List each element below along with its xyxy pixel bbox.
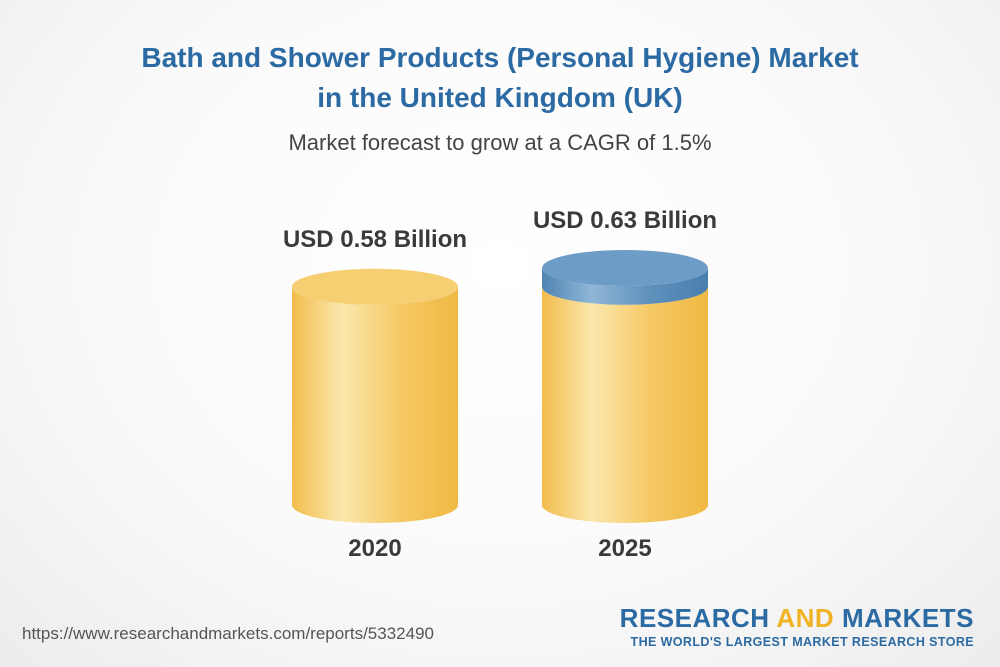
brand-name: RESEARCH AND MARKETS [620, 604, 974, 632]
brand-logo: RESEARCH AND MARKETS THE WORLD'S LARGEST… [620, 604, 974, 649]
cylinder-2020: USD 0.58 Billion 2020 [283, 226, 467, 562]
brand-word-markets: MARKETS [841, 603, 974, 633]
brand-word-and: AND [776, 603, 835, 633]
chart-subtitle: Market forecast to grow at a CAGR of 1.5… [288, 130, 712, 155]
brand-tagline: THE WORLD'S LARGEST MARKET RESEARCH STOR… [630, 635, 974, 649]
growth-band [542, 268, 708, 305]
cylinder-top [542, 250, 708, 286]
value-label-2020: USD 0.58 Billion [283, 226, 467, 253]
chart-title-line2: in the United Kingdom (UK) [317, 82, 683, 113]
category-label-2020: 2020 [348, 535, 401, 562]
source-url[interactable]: https://www.researchandmarkets.com/repor… [22, 624, 434, 643]
cylinder-2025: USD 0.63 Billion 2025 [533, 207, 717, 562]
cylinder-top [292, 268, 458, 305]
cylinder-body [542, 286, 708, 523]
chart-title: Bath and Shower Products (Personal Hygie… [0, 38, 1000, 118]
category-label-2025: 2025 [598, 535, 651, 562]
brand-word-research: RESEARCH [619, 603, 770, 633]
chart-title-line1: Bath and Shower Products (Personal Hygie… [141, 42, 859, 73]
cylinder-body [292, 286, 458, 523]
value-label-2025: USD 0.63 Billion [533, 207, 717, 234]
